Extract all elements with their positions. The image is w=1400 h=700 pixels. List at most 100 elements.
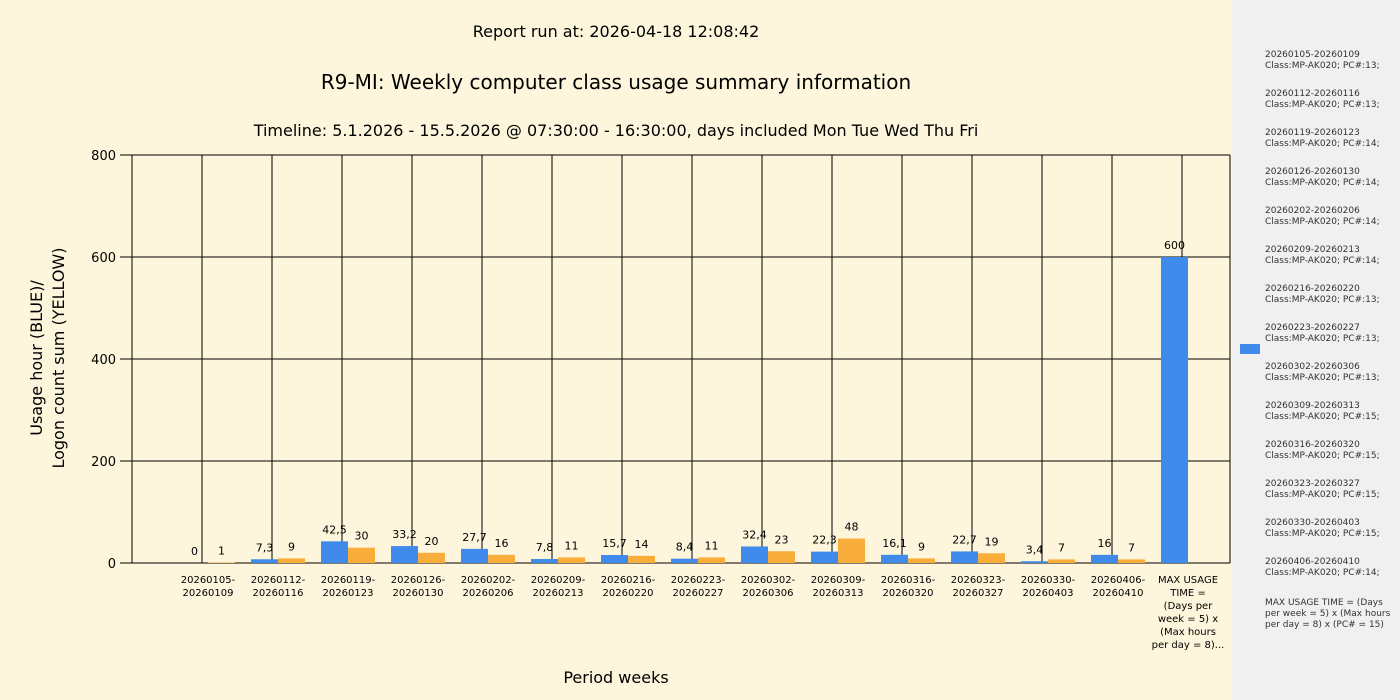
x-tick-label-line: (Days per: [1164, 601, 1214, 612]
x-tick-label-line: 20260306: [743, 588, 794, 599]
x-tick-label-line: 20260410: [1093, 588, 1144, 599]
x-tick-label: 20260330- 20260403: [1021, 575, 1076, 599]
x-tick-label-line: 20260112-: [251, 575, 306, 586]
x-tick-label-line: 20260202-: [461, 575, 516, 586]
usage-bar: [251, 559, 278, 563]
legend-entry: 20260119-20260123 Class:MP-AK020; PC#:14;: [1265, 128, 1397, 150]
legend-entry-line: Class:MP-AK020; PC#:14;: [1265, 256, 1380, 266]
x-tick-label-line: TIME =: [1169, 588, 1206, 599]
logon-value-label: 30: [355, 530, 369, 543]
usage-value-label: 16: [1098, 537, 1112, 550]
legend-entry-line: 20260302-20260306: [1265, 362, 1360, 372]
usage-bar: [811, 551, 838, 563]
logon-value-label: 9: [288, 540, 295, 553]
logon-bar: [1048, 559, 1075, 563]
logon-value-label: 11: [565, 539, 579, 552]
legend-entry-line: Class:MP-AK020; PC#:14;: [1265, 217, 1380, 227]
usage-value-label: 3,4: [1026, 543, 1044, 556]
logon-bar: [698, 557, 725, 563]
legend-swatch-usage: [1240, 344, 1260, 354]
legend-entry-line: Class:MP-AK020; PC#:15;: [1265, 412, 1380, 422]
logon-value-label: 14: [635, 538, 649, 551]
usage-value-label: 22,7: [952, 533, 977, 546]
legend-entry-line: 20260119-20260123: [1265, 128, 1360, 138]
usage-bar: [531, 559, 558, 563]
usage-bar: [601, 554, 628, 563]
logon-bar: [418, 552, 445, 563]
x-tick-label: 20260323- 20260327: [951, 575, 1006, 599]
x-tick-label-line: 20260105-: [181, 575, 236, 586]
legend-entry: 20260223-20260227 Class:MP-AK020; PC#:13;: [1265, 323, 1397, 345]
legend-entry: 20260209-20260213 Class:MP-AK020; PC#:14;: [1265, 245, 1397, 267]
usage-value-label: 16,1: [882, 537, 907, 550]
x-tick-label: 20260209- 20260213: [531, 575, 586, 599]
x-tick-label: 20260112- 20260116: [251, 575, 306, 599]
legend-entry: 20260323-20260327 Class:MP-AK020; PC#:15;: [1265, 479, 1397, 501]
x-tick-label-line: 20260223-: [671, 575, 726, 586]
x-tick-label-line: 20260403: [1023, 588, 1074, 599]
x-tick-label-line: 20260119-: [321, 575, 376, 586]
usage-bar: [671, 558, 698, 563]
x-tick-label-line: 20260330-: [1021, 575, 1076, 586]
legend-entry-line: 20260309-20260313: [1265, 401, 1360, 411]
logon-bar: [278, 558, 305, 563]
legend-entry-line: Class:MP-AK020; PC#:15;: [1265, 451, 1380, 461]
legend-entry-line: 20260105-20260109: [1265, 50, 1360, 60]
x-tick-label-line: MAX USAGE: [1158, 575, 1218, 586]
legend-panel: [1232, 0, 1400, 700]
usage-bar: [951, 551, 978, 563]
legend-entry-line: 20260209-20260213: [1265, 245, 1360, 255]
legend-entry-line: 20260223-20260227: [1265, 323, 1360, 333]
usage-value-label: 33,2: [392, 528, 417, 541]
legend-entry: 20260330-20260403 Class:MP-AK020; PC#:15;: [1265, 518, 1397, 540]
report-run-timestamp: Report run at: 2026-04-18 12:08:42: [472, 22, 760, 41]
y-tick-label: 800: [91, 149, 116, 164]
logon-value-label: 19: [985, 535, 999, 548]
legend-entry-line: Class:MP-AK020; PC#:14;: [1265, 139, 1380, 149]
x-axis-title: Period weeks: [563, 668, 669, 687]
x-tick-label-line: per day = 8)...: [1152, 640, 1225, 651]
usage-value-label: 0: [191, 545, 198, 558]
x-tick-label-line: 20260309-: [811, 575, 866, 586]
legend-entry-line: Class:MP-AK020; PC#:13;: [1265, 61, 1380, 71]
x-tick-label-line: 20260213: [533, 588, 584, 599]
y-tick-label: 600: [91, 251, 116, 266]
legend-entry: 20260316-20260320 Class:MP-AK020; PC#:15;: [1265, 440, 1397, 462]
legend-entry-line: 20260406-20260410: [1265, 557, 1360, 567]
legend-entry-line: 20260112-20260116: [1265, 89, 1360, 99]
legend-entry-line: Class:MP-AK020; PC#:15;: [1265, 490, 1380, 500]
logon-bar: [208, 562, 235, 563]
logon-bar: [978, 553, 1005, 563]
legend-entry-line: Class:MP-AK020; PC#:15;: [1265, 529, 1380, 539]
y-tick-label: 200: [91, 455, 116, 470]
legend-entry: 20260202-20260206 Class:MP-AK020; PC#:14;: [1265, 206, 1397, 228]
y-tick-label: 400: [91, 353, 116, 368]
usage-bar: [741, 546, 768, 563]
legend-entry: 20260112-20260116 Class:MP-AK020; PC#:13;: [1265, 89, 1397, 111]
logon-value-label: 1: [218, 544, 225, 557]
x-tick-label: 20260309- 20260313: [811, 575, 866, 599]
logon-bar: [558, 557, 585, 563]
x-tick-label: MAX USAGE TIME = (Days per week = 5) x (Max …: [1152, 575, 1225, 651]
logon-bar: [768, 551, 795, 563]
chart-subtitle: Timeline: 5.1.2026 - 15.5.2026 @ 07:30:0…: [253, 121, 979, 140]
x-tick-label-line: 20260123: [323, 588, 374, 599]
usage-bar: [321, 541, 348, 563]
x-tick-label: 20260302- 20260306: [741, 575, 796, 599]
x-tick-label-line: 20260323-: [951, 575, 1006, 586]
x-tick-label-line: 20260116: [253, 588, 304, 599]
usage-value-label: 42,5: [322, 523, 347, 536]
x-tick-label-line: 20260302-: [741, 575, 796, 586]
x-tick-label: 20260126- 20260130: [391, 575, 446, 599]
legend-entry-line: Class:MP-AK020; PC#:13;: [1265, 100, 1380, 110]
legend-entry: 20260302-20260306 Class:MP-AK020; PC#:13;: [1265, 362, 1397, 384]
chart-area: Report run at: 2026-04-18 12:08:42 R9-MI…: [27, 22, 1231, 687]
x-tick-label: 20260316- 20260320: [881, 575, 936, 599]
legend-entry: 20260216-20260220 Class:MP-AK020; PC#:13;: [1265, 284, 1397, 306]
logon-value-label: 7: [1128, 541, 1135, 554]
x-tick-label-line: 20260227: [673, 588, 724, 599]
x-tick-label: 20260105- 20260109: [181, 575, 236, 599]
x-tick-label: 20260223- 20260227: [671, 575, 726, 599]
usage-bar: [391, 546, 418, 563]
x-tick-label-line: 20260216-: [601, 575, 656, 586]
